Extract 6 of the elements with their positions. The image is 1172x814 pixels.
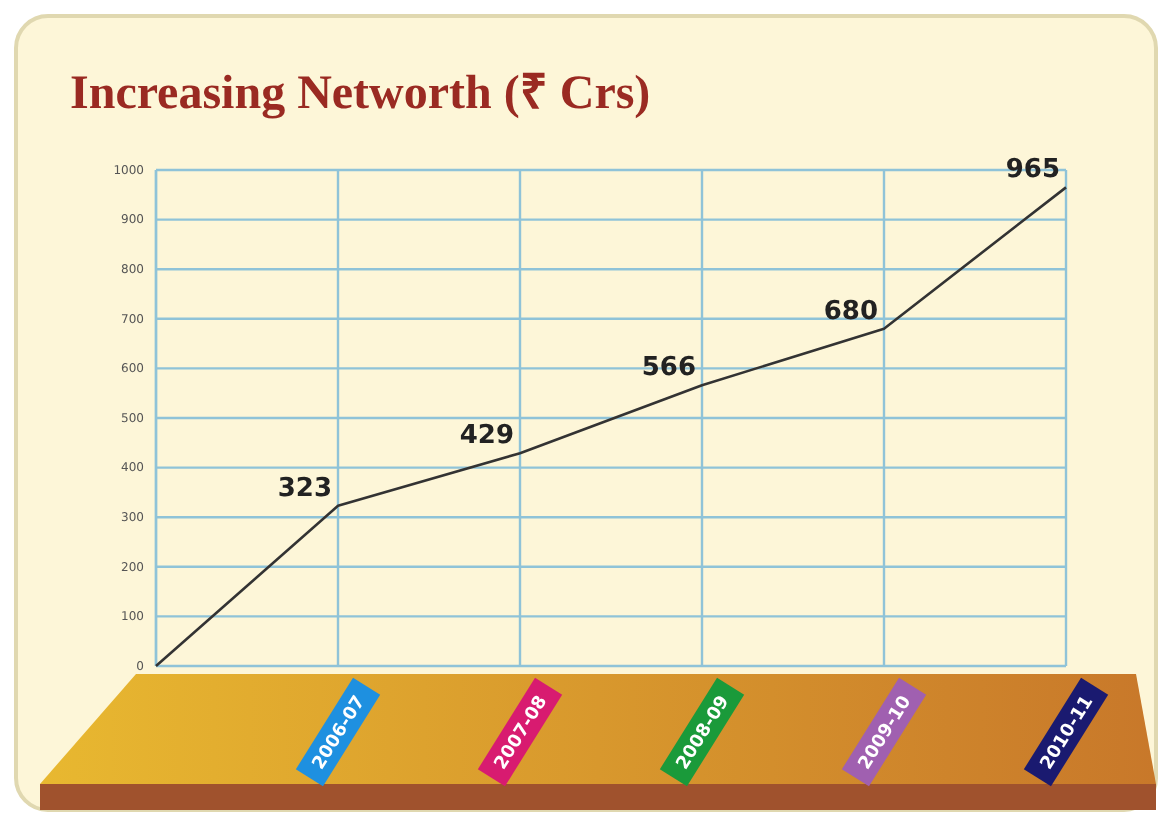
data-label: 429 — [459, 421, 514, 452]
data-label: 566 — [641, 353, 696, 384]
data-label: 680 — [823, 296, 878, 327]
chart-title: Increasing Networth (₹ Crs) — [70, 68, 651, 120]
data-label: 965 — [1005, 155, 1060, 186]
data-label: 323 — [277, 473, 332, 504]
